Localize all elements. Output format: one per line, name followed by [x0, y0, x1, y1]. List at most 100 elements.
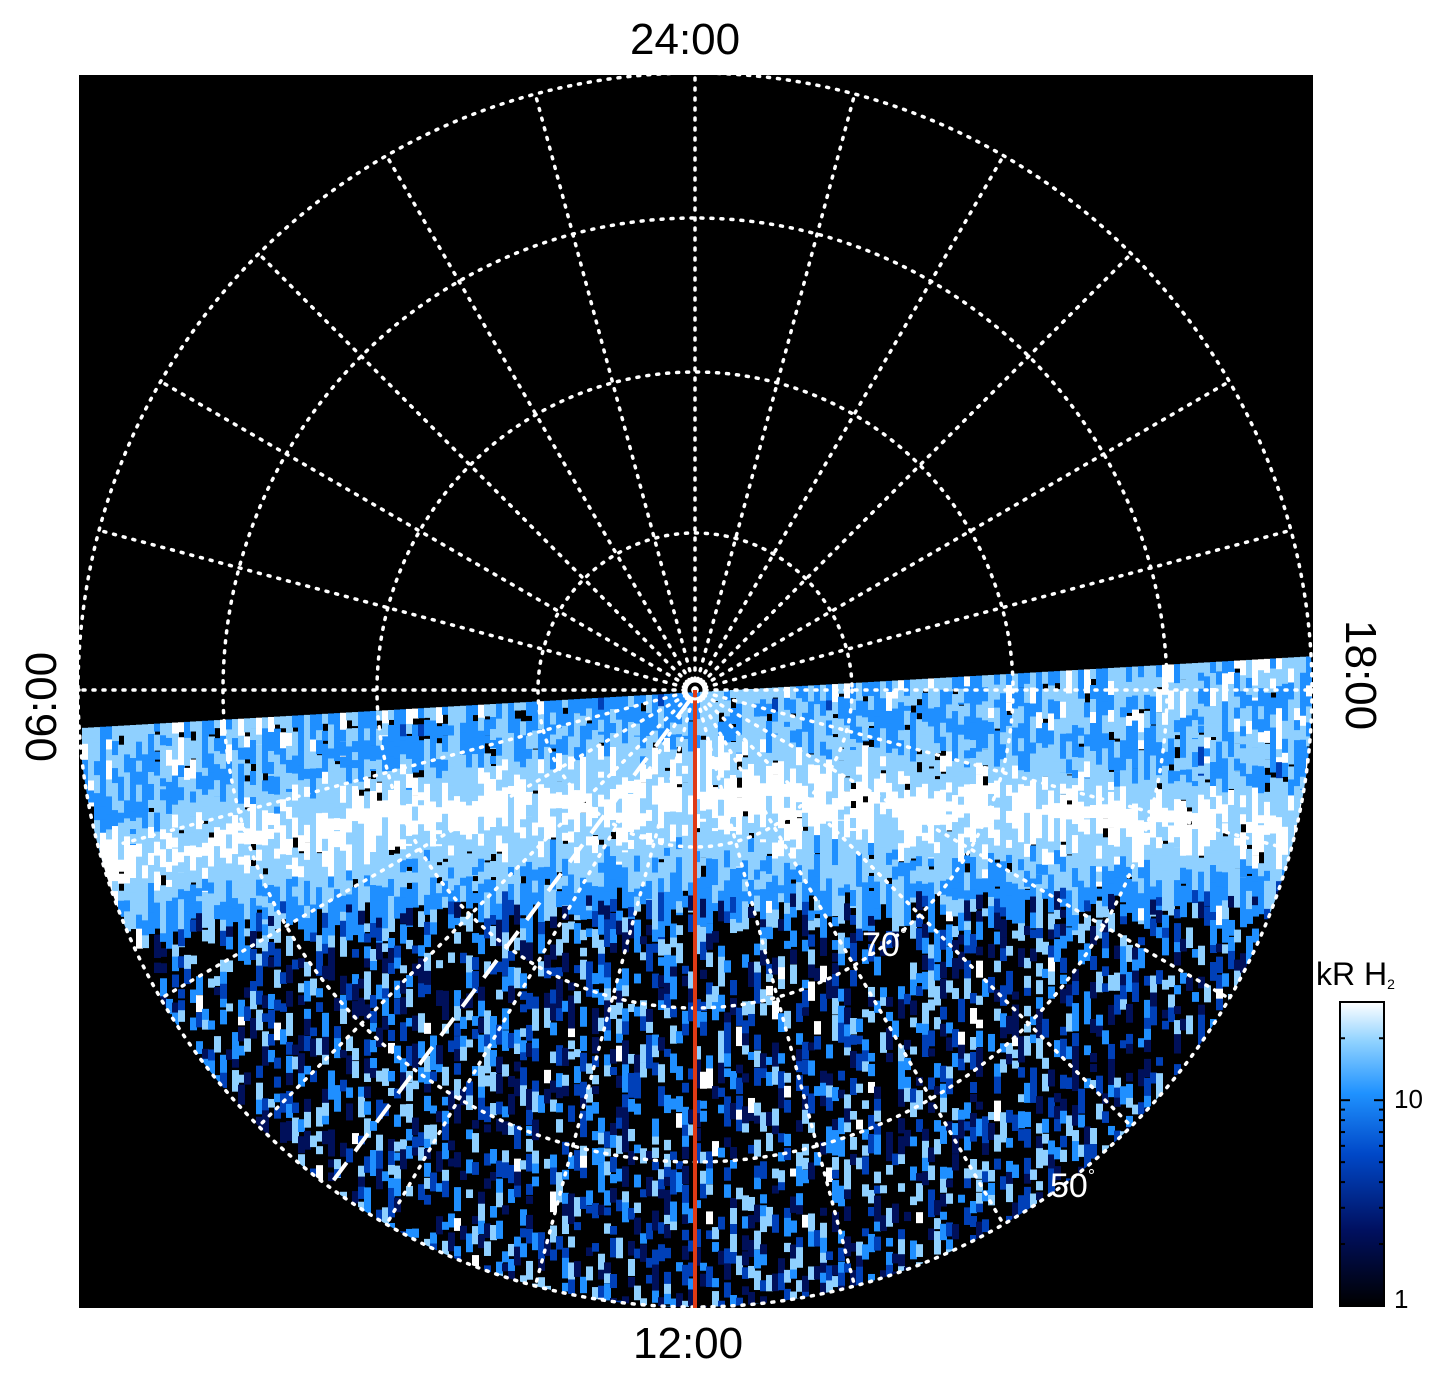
emission-cell [172, 974, 179, 988]
emission-cell [580, 1126, 587, 1138]
emission-cell [148, 771, 155, 784]
emission-cell [802, 1007, 809, 1016]
emission-cell [598, 862, 605, 873]
emission-cell [772, 957, 779, 975]
emission-cell [580, 929, 587, 941]
emission-cell [970, 1052, 977, 1070]
emission-cell [730, 757, 737, 790]
emission-cell [1180, 900, 1187, 918]
emission-cell [1258, 706, 1265, 721]
emission-cell [748, 961, 755, 978]
emission-cell [526, 1042, 533, 1057]
emission-cell [736, 922, 743, 932]
emission-cell [112, 881, 119, 892]
emission-cell [466, 955, 473, 976]
emission-cell [262, 935, 269, 955]
emission-cell [1216, 661, 1223, 672]
emission-cell [622, 1008, 629, 1028]
emission-cell [220, 1072, 227, 1088]
emission-cell [1174, 771, 1181, 782]
emission-cell [964, 813, 971, 834]
emission-cell [946, 980, 953, 993]
emission-cell [808, 949, 815, 971]
emission-cell [808, 1213, 815, 1233]
emission-cell [418, 911, 425, 928]
emission-cell [574, 1197, 581, 1217]
emission-cell [844, 1007, 851, 1027]
emission-cell [682, 1184, 689, 1205]
emission-cell [742, 1033, 749, 1054]
emission-cell [844, 837, 851, 864]
emission-cell [1108, 883, 1115, 900]
emission-cell [1036, 1123, 1043, 1134]
emission-cell [220, 815, 227, 836]
emission-cell [1018, 830, 1025, 839]
emission-cell [304, 1130, 311, 1150]
emission-cell [1024, 826, 1031, 853]
emission-cell [1108, 1004, 1115, 1025]
emission-cell [862, 949, 869, 964]
emission-cell [838, 1070, 845, 1081]
emission-cell [982, 979, 989, 997]
emission-cell [436, 1064, 443, 1073]
emission-cell [742, 741, 749, 756]
emission-cell [412, 1228, 419, 1238]
emission-cell [220, 998, 227, 1008]
emission-cell [400, 897, 407, 910]
emission-cell [178, 765, 185, 778]
emission-cell [166, 722, 173, 751]
emission-cell [298, 887, 305, 922]
emission-cell [1240, 814, 1247, 825]
emission-cell [952, 694, 959, 727]
emission-cell [388, 1197, 395, 1218]
emission-cell [946, 814, 953, 831]
emission-cell [178, 800, 185, 831]
emission-cell [1096, 971, 1103, 993]
emission-cell [592, 1020, 599, 1035]
emission-cell [238, 1074, 245, 1083]
emission-cell [694, 925, 701, 942]
emission-cell [256, 912, 263, 932]
emission-cell [1174, 1020, 1181, 1041]
emission-cell [976, 1058, 983, 1077]
emission-cell [364, 845, 371, 866]
emission-cell [286, 1012, 293, 1033]
emission-cell [916, 719, 923, 742]
emission-cell [778, 1170, 785, 1189]
emission-cell [892, 1203, 899, 1223]
emission-cell [1042, 747, 1049, 776]
emission-cell [790, 893, 797, 907]
emission-cell [208, 1049, 215, 1068]
emission-cell [226, 926, 233, 937]
emission-cell [1072, 897, 1079, 912]
emission-cell [256, 798, 263, 823]
emission-cell [1048, 874, 1055, 913]
emission-cell [958, 1194, 965, 1203]
emission-cell [1174, 952, 1181, 966]
emission-cell [742, 1073, 749, 1083]
emission-cell [904, 764, 911, 783]
emission-cell [994, 876, 1001, 887]
emission-cell [1084, 1078, 1091, 1089]
emission-cell [928, 736, 935, 767]
emission-cell [394, 768, 401, 781]
emission-cell [1276, 749, 1283, 758]
emission-cell [1060, 974, 1067, 984]
emission-cell [1228, 919, 1235, 936]
emission-cell [1108, 1125, 1115, 1136]
emission-cell [874, 1134, 881, 1155]
emission-cell [514, 1043, 521, 1055]
emission-cell [472, 1120, 479, 1129]
emission-cell [946, 1022, 953, 1034]
emission-cell [580, 959, 587, 975]
emission-cell [448, 901, 455, 915]
emission-cell [1066, 775, 1073, 790]
emission-cell [844, 1206, 851, 1221]
emission-cell [382, 943, 389, 952]
emission-cell [910, 1000, 917, 1016]
emission-cell [928, 810, 935, 821]
emission-cell [448, 800, 455, 829]
emission-cell [448, 706, 455, 729]
emission-cell [706, 982, 713, 1000]
emission-cell [268, 854, 275, 873]
